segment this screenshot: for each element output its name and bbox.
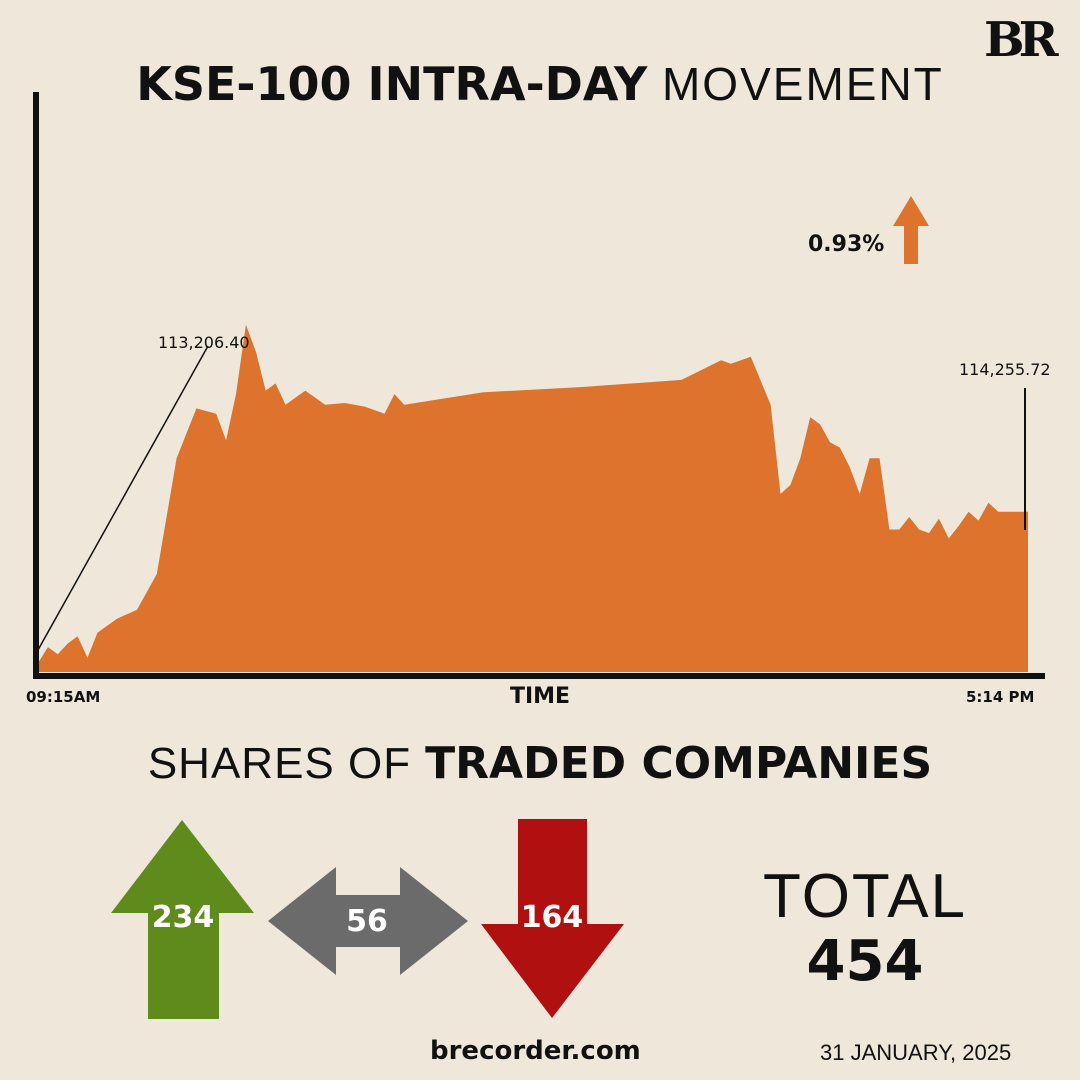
unchanged-count: 56 <box>346 904 388 939</box>
x-end-label: 5:14 PM <box>966 688 1035 706</box>
open-value-label: 113,206.40 <box>158 333 250 352</box>
chart-title-light: MOVEMENT <box>661 58 944 110</box>
x-axis-title: TIME <box>509 684 571 709</box>
chart-title-bold: KSE-100 INTRA-DAY <box>136 57 648 111</box>
chart-title: KSE-100 INTRA-DAY MOVEMENT <box>0 56 1080 112</box>
total-label: TOTAL <box>762 862 968 931</box>
unchanged-double-arrow-icon <box>268 867 468 975</box>
change-up-arrow-icon <box>893 196 929 264</box>
shares-title-bold: TRADED COMPANIES <box>425 738 933 789</box>
close-value-label: 114,255.72 <box>959 360 1051 379</box>
shares-title: SHARES OF TRADED COMPANIES <box>0 734 1080 794</box>
shares-title-light: SHARES OF <box>147 739 412 788</box>
change-percent: 0.93% <box>808 232 885 257</box>
total-value: 454 <box>806 929 924 994</box>
open-leader-line <box>37 345 209 651</box>
index-area <box>38 324 1028 672</box>
x-start-label: 09:15AM <box>26 688 101 706</box>
decliners-count: 164 <box>520 900 584 935</box>
report-date: 31 JANUARY, 2025 <box>820 1040 1012 1065</box>
decliners-down-arrow-icon <box>481 819 624 1018</box>
site-url: brecorder.com <box>430 1036 641 1066</box>
br-logo: BR <box>984 12 1058 68</box>
advancers-up-arrow-icon <box>111 820 254 1019</box>
advancers-count: 234 <box>151 900 215 935</box>
